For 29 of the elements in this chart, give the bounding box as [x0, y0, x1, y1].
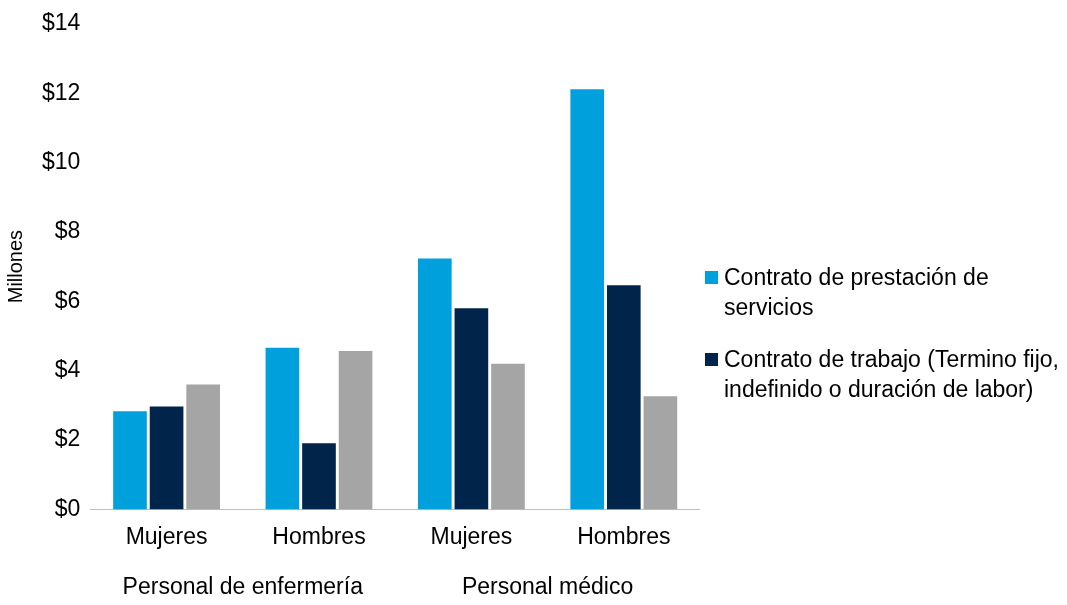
y-axis-title: Millones [3, 229, 26, 304]
bar [302, 443, 336, 510]
bar [113, 411, 147, 510]
x-tick-label: Mujeres [125, 522, 208, 549]
bar [149, 406, 184, 510]
legend-label: Contrato de trabajo (Termino fijo, indefinido o duración de labor) [724, 345, 1060, 404]
y-tick-label: $8 [54, 217, 81, 244]
y-tick-label: $14 [42, 9, 81, 36]
y-tick-label: $4 [54, 356, 81, 382]
y-tick-label: $12 [42, 78, 81, 105]
text: Personal médico [461, 572, 634, 599]
bar [570, 89, 605, 510]
bar [454, 308, 489, 510]
y-tick-label: $10 [42, 147, 81, 174]
y-tick-label: $2 [54, 425, 81, 452]
bar [186, 384, 220, 510]
bar [338, 350, 373, 510]
legend-label: Contrato de prestación de servicios [724, 263, 990, 322]
x-tick-label: Hombres [272, 522, 366, 549]
x-tick-label: Mujeres [430, 522, 513, 549]
bar [643, 396, 678, 510]
bar [606, 285, 641, 510]
y-tick-label: $0 [54, 494, 81, 521]
x-tick-label: Hombres [577, 522, 671, 549]
bar [265, 347, 300, 510]
bar [417, 258, 452, 510]
y-tick-label: $6 [54, 286, 81, 313]
bar [491, 363, 525, 510]
text: Personal de enfermería [122, 572, 364, 599]
